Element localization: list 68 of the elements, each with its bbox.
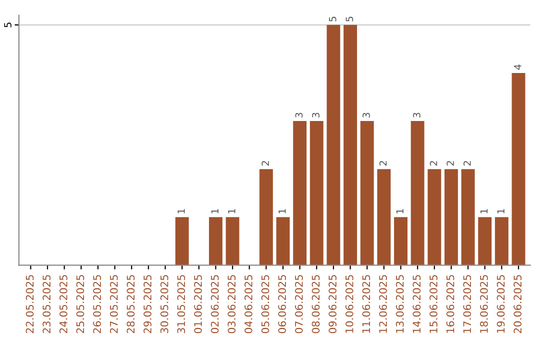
bar [494, 217, 508, 266]
data-label: 5 [329, 16, 336, 22]
data-label: 3 [295, 112, 303, 118]
x-tick-label: 02.06.2025 [210, 275, 219, 334]
x-tick-label: 28.05.2025 [126, 275, 135, 334]
bar [377, 169, 391, 266]
x-tick-label: 25.05.2025 [76, 275, 84, 334]
data-label: 2 [430, 161, 438, 166]
bar [428, 169, 442, 266]
x-tick-label: 24.05.2025 [59, 275, 68, 334]
x-tick-label: 27.05.2025 [110, 275, 118, 334]
x-tick-label: 19.06.2025 [496, 275, 505, 333]
data-label: 2 [464, 161, 471, 166]
bar [360, 121, 374, 266]
data-label: 1 [396, 209, 404, 214]
bar [175, 217, 189, 266]
x-tick-label: 01.06.2025 [194, 275, 202, 334]
bar [410, 121, 424, 266]
x-tick-label: 04.06.2025 [244, 275, 252, 334]
x-tick-label: 17.06.2025 [463, 275, 472, 333]
bar [444, 169, 458, 266]
x-tick-label: 10.06.2025 [345, 275, 354, 333]
x-tick-label: 20.06.2025 [514, 275, 522, 334]
data-label: 3 [413, 112, 420, 118]
x-tick-label: 30.05.2025 [160, 275, 168, 334]
bar [226, 217, 240, 266]
x-tick-label: 26.05.2025 [93, 275, 101, 334]
data-label: 1 [480, 209, 488, 214]
bar [293, 121, 307, 266]
bar [478, 217, 492, 266]
x-tick-label: 07.06.2025 [294, 275, 303, 334]
bar [394, 217, 408, 266]
data-label: 2 [446, 161, 454, 166]
bar [259, 169, 273, 266]
bar [310, 121, 324, 266]
x-tick-label: 15.06.2025 [430, 275, 438, 333]
data-label: 4 [514, 64, 522, 70]
x-tick-label: 12.06.2025 [379, 275, 387, 333]
data-label: 1 [278, 209, 286, 214]
x-tick-label: 31.05.2025 [177, 275, 186, 334]
x-tick-label: 14.06.2025 [412, 275, 421, 333]
x-tick-label: 11.06.2025 [362, 275, 370, 333]
x-tick-label: 08.06.2025 [312, 275, 320, 334]
bar [512, 72, 526, 266]
x-tick-label: 22.05.2025 [26, 275, 34, 334]
x-tick-label: 16.06.2025 [446, 275, 454, 333]
bar [326, 24, 340, 266]
data-label: 1 [211, 209, 218, 214]
data-label: 3 [312, 112, 320, 118]
x-tick-label: 29.05.2025 [144, 275, 152, 334]
data-label: 2 [379, 161, 387, 166]
x-tick-label: 06.06.2025 [278, 275, 286, 334]
x-tick-label: 03.06.2025 [228, 275, 236, 334]
x-tick-label: 05.06.2025 [261, 275, 270, 334]
bar [344, 24, 358, 266]
data-label: 1 [497, 209, 504, 214]
bar [461, 169, 475, 266]
data-label: 2 [262, 161, 269, 166]
x-tick-label: 09.06.2025 [328, 275, 336, 334]
data-label: 1 [228, 209, 236, 214]
x-tick-label: 18.06.2025 [480, 275, 488, 333]
x-tick-label: 13.06.2025 [396, 275, 404, 333]
data-label: 3 [362, 112, 370, 118]
data-label: 5 [346, 16, 354, 22]
bar [208, 217, 222, 266]
bar [276, 217, 290, 266]
x-tick-label: 23.05.2025 [42, 275, 51, 334]
data-label: 1 [178, 209, 185, 214]
